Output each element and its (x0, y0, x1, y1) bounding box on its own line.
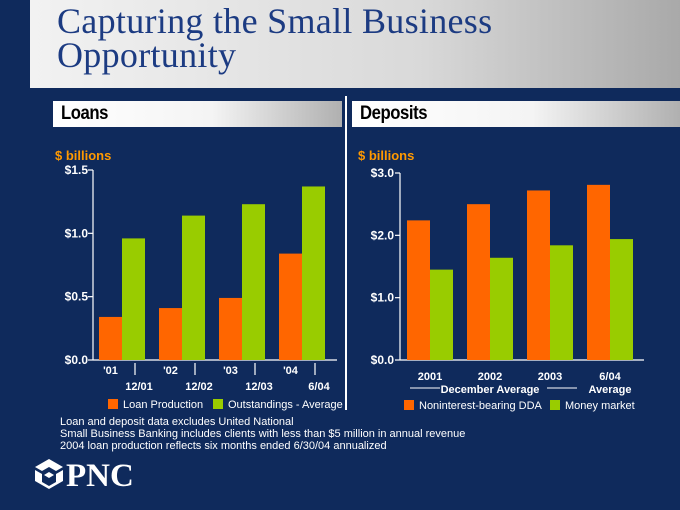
x-tick-label: '01 (103, 365, 118, 377)
legend-label: Money market (565, 400, 635, 412)
x-tick-label: '03 (223, 365, 238, 377)
title-line-2: Opportunity (57, 35, 237, 75)
legend-label: Noninterest-bearing DDA (419, 400, 543, 412)
x-tick-label: '02 (163, 365, 178, 377)
bar (159, 308, 182, 360)
legend-swatch (213, 399, 223, 409)
legend-label: Loan Production (123, 399, 203, 411)
page-title: Capturing the Small Business Opportunity (57, 1, 493, 75)
loans-header-label: Loans (61, 103, 109, 124)
y-tick-label: $1.5 (65, 163, 89, 177)
bar (279, 253, 302, 360)
panel-divider (345, 96, 347, 410)
y-tick-label: $0.0 (371, 353, 395, 367)
y-tick-label: $2.0 (371, 228, 395, 242)
x-tick-label: 2003 (538, 371, 562, 383)
title-line-1: Capturing the Small Business (57, 1, 493, 41)
bar (302, 186, 325, 360)
footnote: 2004 loan production reflects six months… (60, 440, 387, 452)
legend-swatch (550, 400, 560, 410)
bar (430, 269, 453, 360)
bar (182, 215, 205, 360)
y-tick-label: $1.0 (65, 226, 89, 240)
title-band (30, 0, 680, 88)
y-tick-label: $0.5 (65, 290, 89, 304)
bar (587, 184, 610, 360)
bar (490, 257, 513, 360)
bar (407, 220, 430, 360)
footnote: Small Business Banking includes clients … (60, 428, 466, 440)
legend-swatch (108, 399, 118, 409)
bar (242, 204, 265, 360)
bar (550, 245, 573, 360)
legend-label: Outstandings - Average (228, 399, 343, 411)
bar (610, 239, 633, 360)
x-tick-label: '04 (283, 365, 299, 377)
bar (219, 297, 242, 360)
y-tick-label: $1.0 (371, 291, 395, 305)
x-secondary-label: 12/01 (125, 381, 153, 393)
x-secondary-label: 12/03 (245, 381, 273, 393)
loans-header: Loans (53, 101, 342, 127)
bar (527, 190, 550, 360)
bar (99, 316, 122, 360)
legend-swatch (404, 400, 414, 410)
y-tick-label: $3.0 (371, 166, 395, 180)
group-label: December Average (441, 384, 540, 396)
pnc-logo-icon (35, 459, 63, 489)
x-secondary-label: 12/02 (185, 381, 213, 393)
deposits-header-label: Deposits (360, 103, 428, 124)
y-unit-label: $ billions (358, 148, 414, 163)
x-tick-label: 2002 (478, 371, 502, 383)
footnotes: Loan and deposit data excludes United Na… (60, 416, 465, 452)
bar (122, 238, 145, 360)
logo-text: PNC (66, 458, 134, 494)
y-unit-label: $ billions (55, 148, 111, 163)
x-tick-label: 6/04 (599, 371, 621, 383)
x-tick-label: 2001 (418, 371, 442, 383)
bar (467, 204, 490, 360)
x-secondary-label: 6/04 (308, 381, 330, 393)
footnote: Loan and deposit data excludes United Na… (60, 416, 294, 428)
deposits-header: Deposits (352, 101, 680, 127)
group-label: Average (588, 384, 631, 396)
y-tick-label: $0.0 (65, 353, 89, 367)
